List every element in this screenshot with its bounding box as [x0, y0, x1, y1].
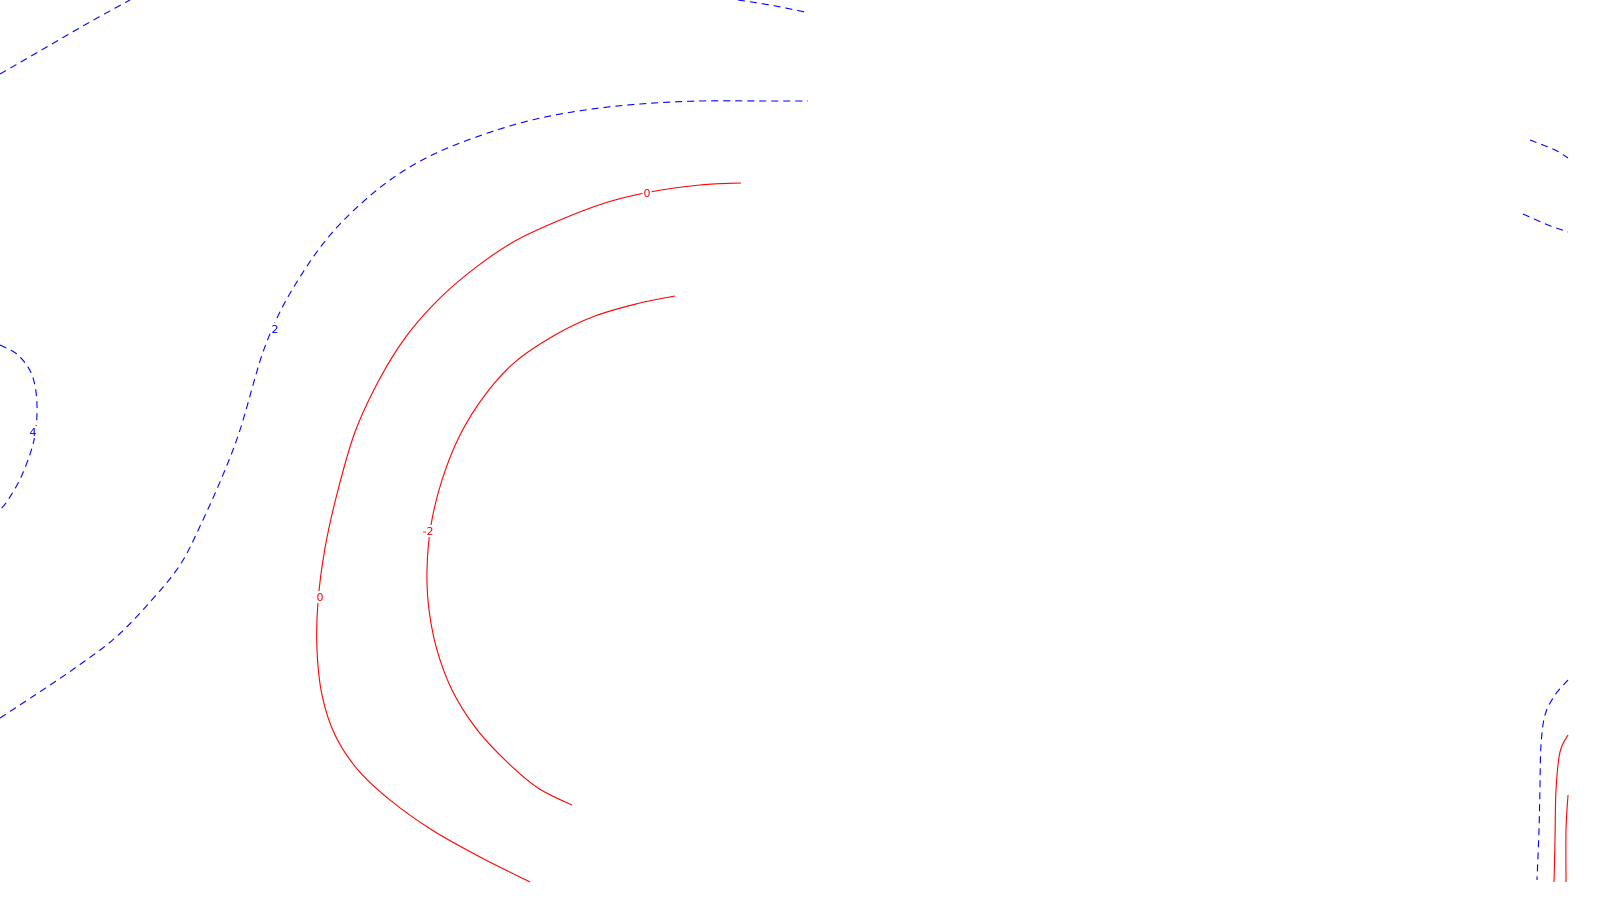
contour-line-level-2-2-3	[1522, 213, 1569, 233]
contour-labels-group: 0 0 -2 2 4	[28, 187, 652, 604]
contour-label-gap	[420, 525, 436, 537]
contour-label-gap	[315, 591, 325, 603]
contour-line-level-neg2-6-0	[1565, 794, 1569, 883]
contour-line-level-2-2-4	[1536, 679, 1569, 881]
contour-label: 2	[272, 323, 279, 336]
contour-line-level-2-2-0	[0, 0, 131, 75]
contour-line-level-2-0-0	[0, 100, 808, 719]
contour-lines-group	[0, 0, 1569, 883]
contour-label: 0	[317, 591, 324, 604]
contour-line-level-0-3-0	[316, 182, 742, 883]
contour-label: 4	[30, 426, 37, 439]
contour-line-level-neg2-4-0	[426, 295, 676, 806]
contour-label: -2	[423, 525, 434, 538]
contour-line-level-4-1-0	[0, 344, 38, 511]
contour-label: 0	[644, 187, 651, 200]
contour-line-level-2-2-2	[1529, 139, 1569, 159]
contour-label-gap	[642, 187, 652, 199]
contour-line-level-2-2-1	[737, 0, 806, 13]
contour-label-gap	[28, 426, 38, 438]
contour-line-level-0-5-0	[1553, 734, 1569, 883]
contour-label-gap	[270, 323, 280, 335]
